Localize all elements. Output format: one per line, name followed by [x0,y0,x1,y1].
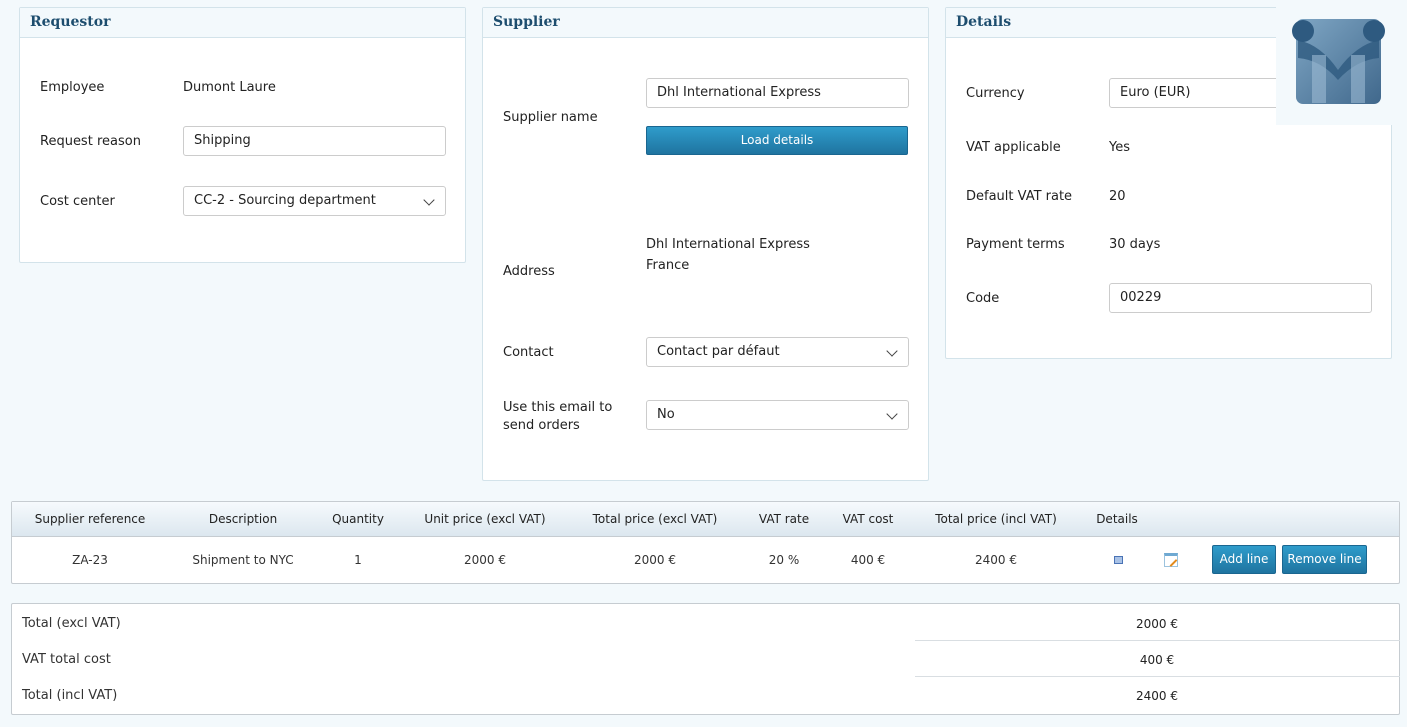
contact-label: Contact [503,345,554,360]
total-value: 2000 € [1136,617,1178,631]
email-label-line-2: send orders [503,418,580,433]
totals-table [11,603,1400,715]
table-cell: 400 € [850,553,886,567]
address-line-1: Dhl International Express [646,237,810,252]
table-cell: 2000 € [464,553,506,567]
default-vat-label: Default VAT rate [966,189,1073,204]
request-reason-input[interactable]: Shipping [183,126,446,156]
request-reason-label: Request reason [40,134,141,149]
table-cell: Shipment to NYC [192,553,294,567]
column-header: Total price (excl VAT) [592,512,718,526]
logo [1276,0,1407,125]
table-cell: ZA-23 [72,553,108,567]
add-line-button[interactable]: Add line [1212,545,1276,574]
column-header: Quantity [332,512,384,526]
supplier-name-label: Supplier name [503,110,598,125]
order-lines-table [11,501,1400,584]
use-email-select[interactable]: No [646,400,909,430]
column-header: VAT rate [758,512,810,526]
column-header: Supplier reference [34,512,146,526]
currency-label: Currency [966,86,1025,101]
table-cell: 1 [354,553,362,567]
default-vat-value: 20 [1109,189,1126,204]
total-label: Total (excl VAT) [22,616,121,631]
column-header: Total price (incl VAT) [935,512,1057,526]
supplier-panel: Supplier Supplier name Dhl International… [482,7,929,481]
cost-center-select[interactable]: CC-2 - Sourcing department [183,186,446,216]
vat-applicable-label: VAT applicable [966,140,1061,155]
total-label: VAT total cost [22,652,111,667]
total-value: 400 € [1139,653,1175,667]
table-cell: 20 % [768,553,800,567]
table-cell: 2000 € [634,553,676,567]
payment-terms-label: Payment terms [966,237,1065,252]
email-label-line-1: Use this email to [503,400,613,415]
column-header: Unit price (excl VAT) [424,512,546,526]
code-label: Code [966,291,1000,306]
employee-label: Employee [40,80,105,95]
load-details-button[interactable]: Load details [646,126,908,155]
remove-line-button[interactable]: Remove line [1282,545,1367,574]
table-header [12,502,1399,537]
column-header: Details [1096,512,1138,526]
total-value: 2400 € [1136,689,1178,703]
column-header: Description [208,512,278,526]
supplier-name-input[interactable]: Dhl International Express [646,78,909,108]
column-header: VAT cost [842,512,894,526]
logo-icon [1292,19,1385,104]
contact-select[interactable]: Contact par défaut [646,337,909,367]
supplier-title: Supplier [483,8,928,38]
total-label: Total (incl VAT) [22,688,118,703]
requestor-panel: Requestor Employee Dumont Laure Request … [19,7,466,263]
table-cell: 2400 € [975,553,1017,567]
payment-terms-value: 30 days [1109,237,1161,252]
vat-applicable-value: Yes [1109,140,1130,155]
address-label: Address [503,264,555,279]
details-grid-icon[interactable] [1114,556,1123,564]
address-line-2: France [646,258,690,273]
requestor-title: Requestor [20,8,465,38]
code-input[interactable]: 00229 [1109,283,1372,313]
employee-value: Dumont Laure [183,80,276,95]
edit-note-icon[interactable] [1164,553,1178,567]
cost-center-label: Cost center [40,194,115,209]
